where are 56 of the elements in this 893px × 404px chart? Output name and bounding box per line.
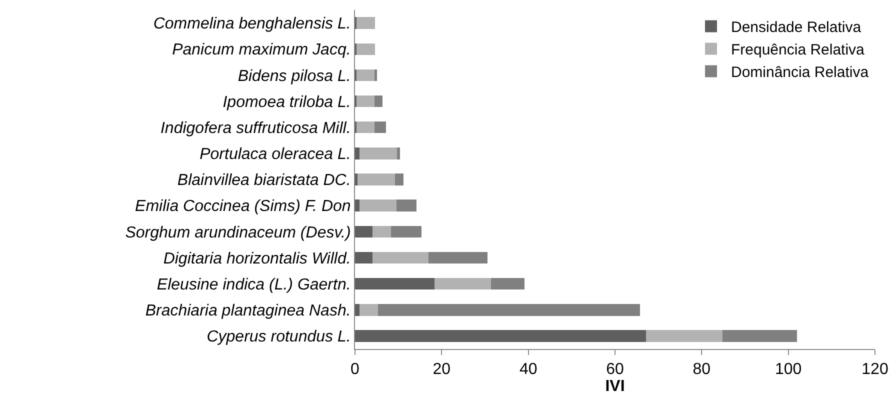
x-tick-label: 60 <box>606 361 624 378</box>
bar <box>394 174 404 186</box>
bar <box>359 304 378 316</box>
bar <box>372 226 391 238</box>
bar <box>355 148 360 160</box>
bar <box>372 252 429 264</box>
bar <box>358 174 395 186</box>
bar <box>355 252 372 264</box>
bar <box>356 43 375 55</box>
x-axis-title: IVI <box>605 378 625 396</box>
y-tick-label: Portulaca oleracea L. <box>200 146 351 164</box>
bar <box>359 148 398 160</box>
bar <box>374 69 378 82</box>
legend-label: Frequência Relativa <box>731 42 866 59</box>
bar <box>356 17 375 29</box>
bar <box>390 226 422 238</box>
y-tick-label: Brachiaria plantaginea Nash. <box>145 302 351 320</box>
x-tick-label: 20 <box>432 361 451 378</box>
y-tick-label: Sorghum arundinaceum (Desv.) <box>125 224 351 242</box>
bar <box>355 330 646 342</box>
x-tick-label: 40 <box>519 361 538 378</box>
bar <box>374 121 386 134</box>
y-tick-label: Commelina benghalensis L. <box>153 16 351 33</box>
bar <box>397 148 400 160</box>
bar <box>355 278 435 290</box>
y-tick-label: Digitaria horizontalis Willd. <box>163 250 351 268</box>
legend-label: Densidade Relativa <box>731 19 862 36</box>
y-tick-label: Blainvillea biaristata DC. <box>177 172 351 190</box>
y-tick-label: Bidens pilosa L. <box>238 68 351 85</box>
bar <box>378 304 640 316</box>
y-tick-label: Ipomoea triloba L. <box>222 94 351 111</box>
bar <box>491 278 524 290</box>
bar <box>355 304 360 316</box>
x-tick-label: 100 <box>774 361 802 378</box>
x-tick-label: 0 <box>350 361 360 378</box>
bar <box>434 278 492 290</box>
bar <box>356 121 374 134</box>
bar <box>356 95 374 108</box>
bar <box>355 200 360 212</box>
x-tick-label: 80 <box>692 361 711 378</box>
y-tick-label: Emilia Coccinea (Sims) F. Don <box>135 198 351 216</box>
x-tick-label: 120 <box>862 361 888 378</box>
y-tick-label: Indigofera suffruticosa Mill. <box>160 120 351 137</box>
legend-label: Dominância Relativa <box>731 64 870 82</box>
bar <box>359 200 397 212</box>
bar <box>428 252 488 264</box>
y-tick-label: Panicum maximum Jacq. <box>172 42 351 59</box>
y-tick-label: Eleusine indica (L.) Gaertn. <box>156 276 351 294</box>
bar <box>356 69 374 82</box>
bar <box>646 330 722 342</box>
bar <box>374 95 383 108</box>
bar <box>355 174 358 186</box>
bar <box>355 226 372 238</box>
bar <box>722 330 797 342</box>
y-tick-label: Cyperus rotundus L. <box>206 328 351 346</box>
bar <box>396 200 417 212</box>
